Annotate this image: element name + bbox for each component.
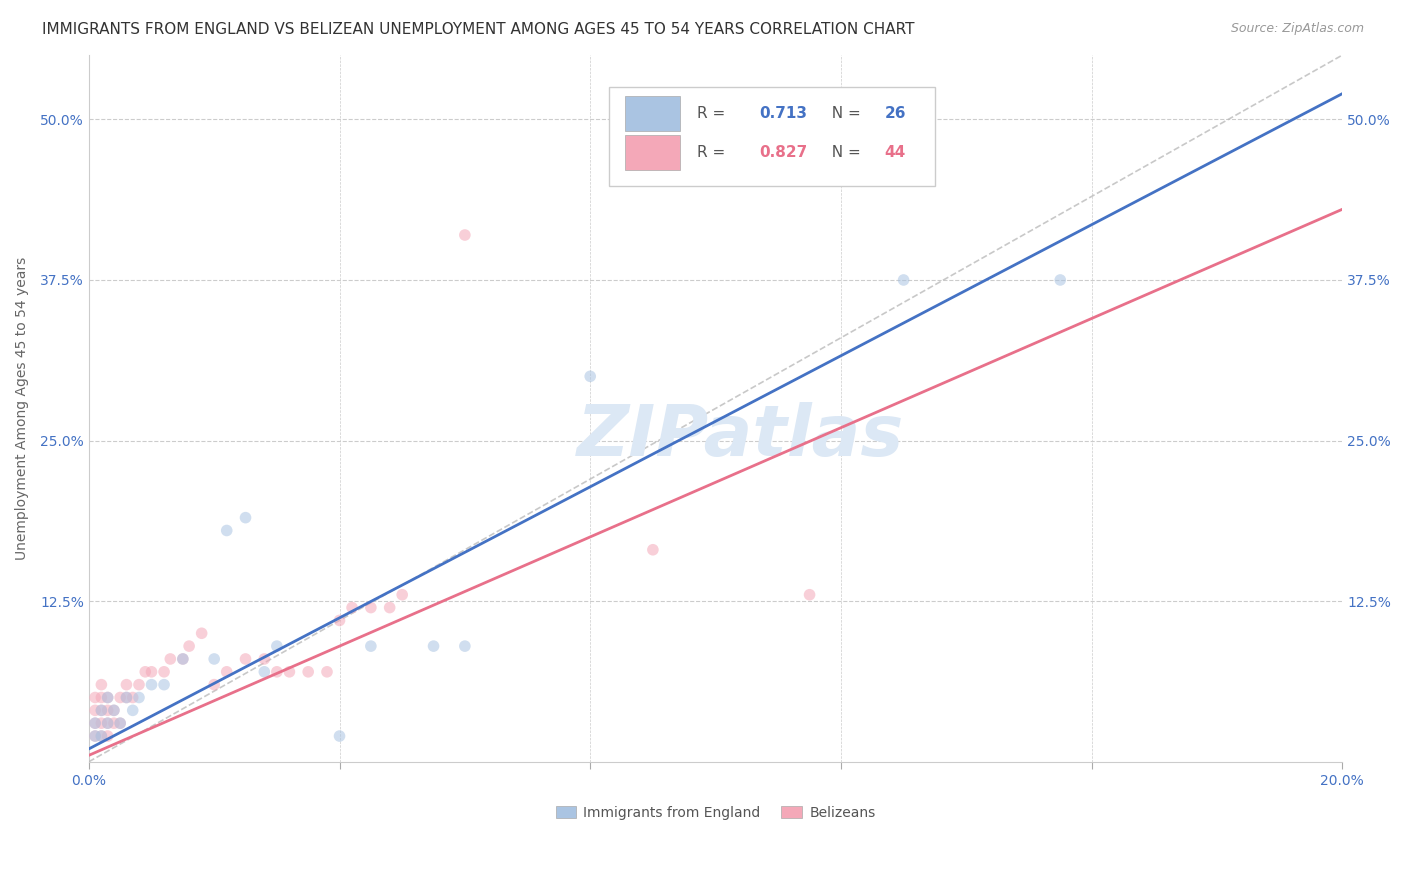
Point	[266, 639, 288, 653]
Point	[215, 665, 238, 679]
Legend: Immigrants from England, Belizeans: Immigrants from England, Belizeans	[550, 800, 882, 825]
Y-axis label: Unemployment Among Ages 45 to 54 years: Unemployment Among Ages 45 to 54 years	[15, 257, 30, 560]
Point	[641, 542, 664, 557]
Text: ZIPatlas: ZIPatlas	[576, 402, 904, 471]
Point	[799, 588, 821, 602]
Point	[391, 588, 413, 602]
Point	[215, 524, 238, 538]
Point	[115, 678, 138, 692]
Point	[172, 652, 194, 666]
Point	[90, 716, 112, 731]
Point	[121, 703, 143, 717]
Point	[454, 639, 477, 653]
Point	[340, 600, 363, 615]
Point	[893, 273, 915, 287]
Point	[90, 678, 112, 692]
Point	[454, 227, 477, 242]
Point	[134, 665, 156, 679]
Point	[297, 665, 319, 679]
Text: Source: ZipAtlas.com: Source: ZipAtlas.com	[1230, 22, 1364, 36]
Point	[90, 729, 112, 743]
Point	[202, 678, 225, 692]
Point	[266, 665, 288, 679]
Point	[422, 639, 444, 653]
Text: 44: 44	[884, 145, 905, 161]
FancyBboxPatch shape	[626, 135, 681, 169]
Point	[253, 665, 276, 679]
Point	[360, 639, 382, 653]
Point	[103, 703, 125, 717]
Point	[115, 690, 138, 705]
Point	[97, 690, 120, 705]
Text: 0.827: 0.827	[759, 145, 807, 161]
Point	[153, 678, 176, 692]
Point	[108, 716, 131, 731]
Point	[97, 690, 120, 705]
Point	[202, 652, 225, 666]
Text: IMMIGRANTS FROM ENGLAND VS BELIZEAN UNEMPLOYMENT AMONG AGES 45 TO 54 YEARS CORRE: IMMIGRANTS FROM ENGLAND VS BELIZEAN UNEM…	[42, 22, 915, 37]
Point	[90, 729, 112, 743]
Text: R =: R =	[697, 145, 730, 161]
Point	[128, 690, 150, 705]
Point	[179, 639, 201, 653]
Point	[141, 665, 163, 679]
Point	[90, 690, 112, 705]
FancyBboxPatch shape	[609, 87, 935, 186]
Point	[360, 600, 382, 615]
Point	[316, 665, 339, 679]
Point	[153, 665, 176, 679]
Text: N =: N =	[823, 145, 866, 161]
Point	[235, 652, 257, 666]
Point	[108, 690, 131, 705]
Point	[278, 665, 301, 679]
Text: 0.713: 0.713	[759, 106, 807, 121]
Point	[172, 652, 194, 666]
Text: 26: 26	[884, 106, 907, 121]
Point	[159, 652, 181, 666]
Point	[253, 652, 276, 666]
Point	[1049, 273, 1071, 287]
Point	[84, 716, 107, 731]
Point	[84, 729, 107, 743]
Point	[97, 716, 120, 731]
Text: N =: N =	[823, 106, 866, 121]
Point	[190, 626, 212, 640]
Point	[115, 690, 138, 705]
Point	[328, 614, 350, 628]
Point	[579, 369, 602, 384]
Point	[90, 703, 112, 717]
Point	[97, 703, 120, 717]
Point	[97, 716, 120, 731]
Point	[84, 729, 107, 743]
Point	[108, 716, 131, 731]
FancyBboxPatch shape	[626, 96, 681, 131]
Point	[90, 703, 112, 717]
Point	[378, 600, 401, 615]
Point	[103, 703, 125, 717]
Point	[128, 678, 150, 692]
Point	[84, 716, 107, 731]
Point	[235, 510, 257, 524]
Point	[141, 678, 163, 692]
Point	[97, 729, 120, 743]
Point	[328, 729, 350, 743]
Point	[103, 716, 125, 731]
Point	[84, 690, 107, 705]
Point	[121, 690, 143, 705]
Point	[84, 703, 107, 717]
Text: R =: R =	[697, 106, 730, 121]
